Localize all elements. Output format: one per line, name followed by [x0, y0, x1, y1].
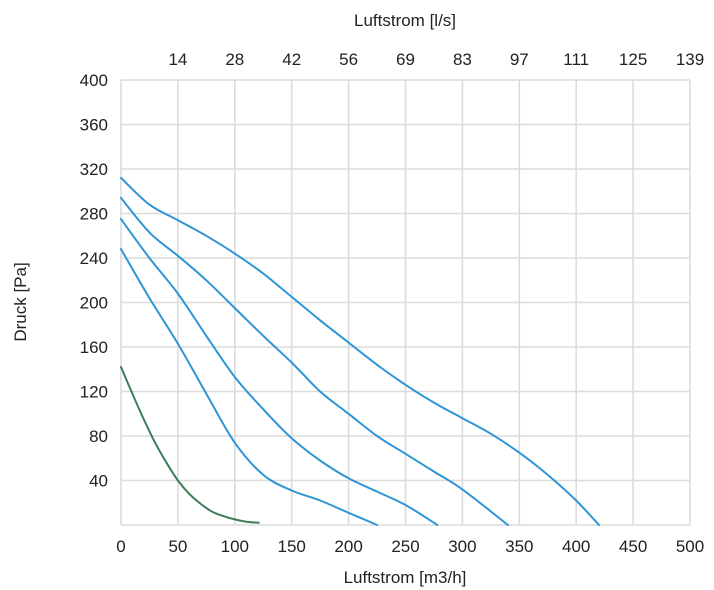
x-tick-label: 500: [676, 537, 704, 556]
x-tick-label: 0: [116, 537, 125, 556]
y-tick-label: 400: [80, 71, 108, 90]
y-tick-label: 40: [89, 472, 108, 491]
x2-tick-label: 97: [510, 50, 529, 69]
y-tick-label: 200: [80, 294, 108, 313]
x-tick-label: 400: [562, 537, 590, 556]
x2-tick-label: 42: [282, 50, 301, 69]
x-tick-label: 150: [278, 537, 306, 556]
x2-tick-label: 14: [168, 50, 187, 69]
x-axis-title: Luftstrom [m3/h]: [344, 568, 467, 587]
y-tick-label: 160: [80, 338, 108, 357]
series-line-4: [120, 196, 509, 526]
series-line-2: [120, 248, 379, 526]
series-line-1: [120, 366, 260, 524]
x2-tick-label: 28: [225, 50, 244, 69]
x-tick-label: 300: [448, 537, 476, 556]
x-tick-label: 350: [505, 537, 533, 556]
x2-tick-label: 111: [563, 50, 589, 69]
series-line-5: [120, 176, 600, 526]
y-axis-title: Druck [Pa]: [11, 262, 30, 341]
y-tick-label: 120: [80, 383, 108, 402]
y-tick-label: 240: [80, 249, 108, 268]
series-group: [120, 176, 600, 526]
grid: [120, 79, 691, 526]
x2-axis-title: Luftstrom [l/s]: [354, 11, 456, 30]
y-axis-ticks: 40 80 120 160 200 240 280 320 360 400: [80, 71, 108, 491]
x-tick-label: 200: [334, 537, 362, 556]
x-tick-label: 100: [221, 537, 249, 556]
x-tick-label: 450: [619, 537, 647, 556]
x2-tick-label: 83: [453, 50, 472, 69]
x2-tick-label: 125: [619, 50, 647, 69]
y-tick-label: 360: [80, 116, 108, 135]
y-tick-label: 80: [89, 427, 108, 446]
x-tick-label: 50: [168, 537, 187, 556]
series-line-3: [120, 218, 439, 526]
x-axis-ticks: 0 50 100 150 200 250 300 350 400 450 500: [116, 537, 704, 556]
y-tick-label: 320: [80, 160, 108, 179]
x-tick-label: 250: [391, 537, 419, 556]
x2-tick-label: 69: [396, 50, 415, 69]
x2-tick-label: 139: [676, 50, 704, 69]
x2-tick-label: 56: [339, 50, 358, 69]
y-tick-label: 280: [80, 205, 108, 224]
x2-axis-ticks: 14 28 42 56 69 83 97 111 125 139: [168, 50, 704, 69]
